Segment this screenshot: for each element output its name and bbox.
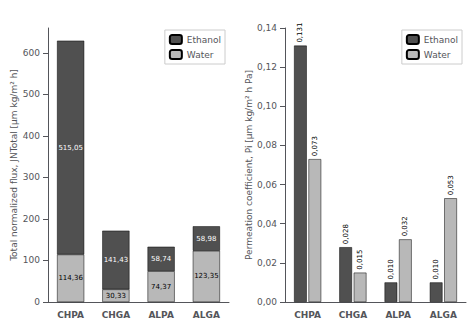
svg-text:114,36: 114,36 [58,274,83,282]
svg-text:ALPA: ALPA [148,310,173,320]
svg-text:600: 600 [23,48,40,58]
svg-text:CHGA: CHGA [339,310,368,320]
svg-text:Ethanol: Ethanol [187,35,221,45]
svg-text:0: 0 [34,297,40,307]
svg-text:400: 400 [23,131,40,141]
svg-text:515,05: 515,05 [58,144,83,152]
svg-text:0,032: 0,032 [401,216,409,236]
svg-text:0,12: 0,12 [257,62,277,72]
svg-text:100: 100 [23,255,40,265]
svg-text:0,04: 0,04 [257,219,277,229]
svg-text:0,00: 0,00 [257,297,277,307]
svg-text:500: 500 [23,89,40,99]
svg-text:Water: Water [187,50,214,60]
svg-text:ALGA: ALGA [193,310,220,320]
svg-text:Ethanol: Ethanol [424,35,458,45]
svg-text:Water: Water [424,50,451,60]
svg-text:0,053: 0,053 [447,175,455,195]
svg-text:0,131: 0,131 [296,23,304,43]
svg-text:200: 200 [23,214,40,224]
svg-text:0,06: 0,06 [257,180,277,190]
svg-text:123,35: 123,35 [194,272,219,280]
svg-text:58,74: 58,74 [151,255,172,263]
svg-text:CHPA: CHPA [57,310,84,320]
svg-text:0,028: 0,028 [342,224,350,244]
svg-text:0,14: 0,14 [257,23,277,33]
svg-text:CHPA: CHPA [294,310,321,320]
svg-text:ALPA: ALPA [385,310,410,320]
svg-text:0,010: 0,010 [432,259,440,279]
svg-text:0,015: 0,015 [356,250,364,270]
svg-text:141,43: 141,43 [104,256,129,264]
svg-text:74,37: 74,37 [151,283,171,291]
svg-text:ALGA: ALGA [430,310,457,320]
svg-text:0,010: 0,010 [387,259,395,279]
svg-text:30,33: 30,33 [106,292,126,300]
svg-text:0,10: 0,10 [257,101,277,111]
svg-text:CHGA: CHGA [102,310,131,320]
svg-text:0,02: 0,02 [257,258,277,268]
svg-text:58,98: 58,98 [196,235,216,243]
svg-text:0,08: 0,08 [257,140,277,150]
svg-text:300: 300 [23,172,40,182]
svg-text:Total normalized flux, JNTotal: Total normalized flux, JNTotal [μm kg/m²… [9,69,19,262]
svg-text:Permeation coefficient, Pi [μm: Permeation coefficient, Pi [μm kg/m² h P… [244,70,254,260]
svg-text:0,073: 0,073 [311,136,319,156]
